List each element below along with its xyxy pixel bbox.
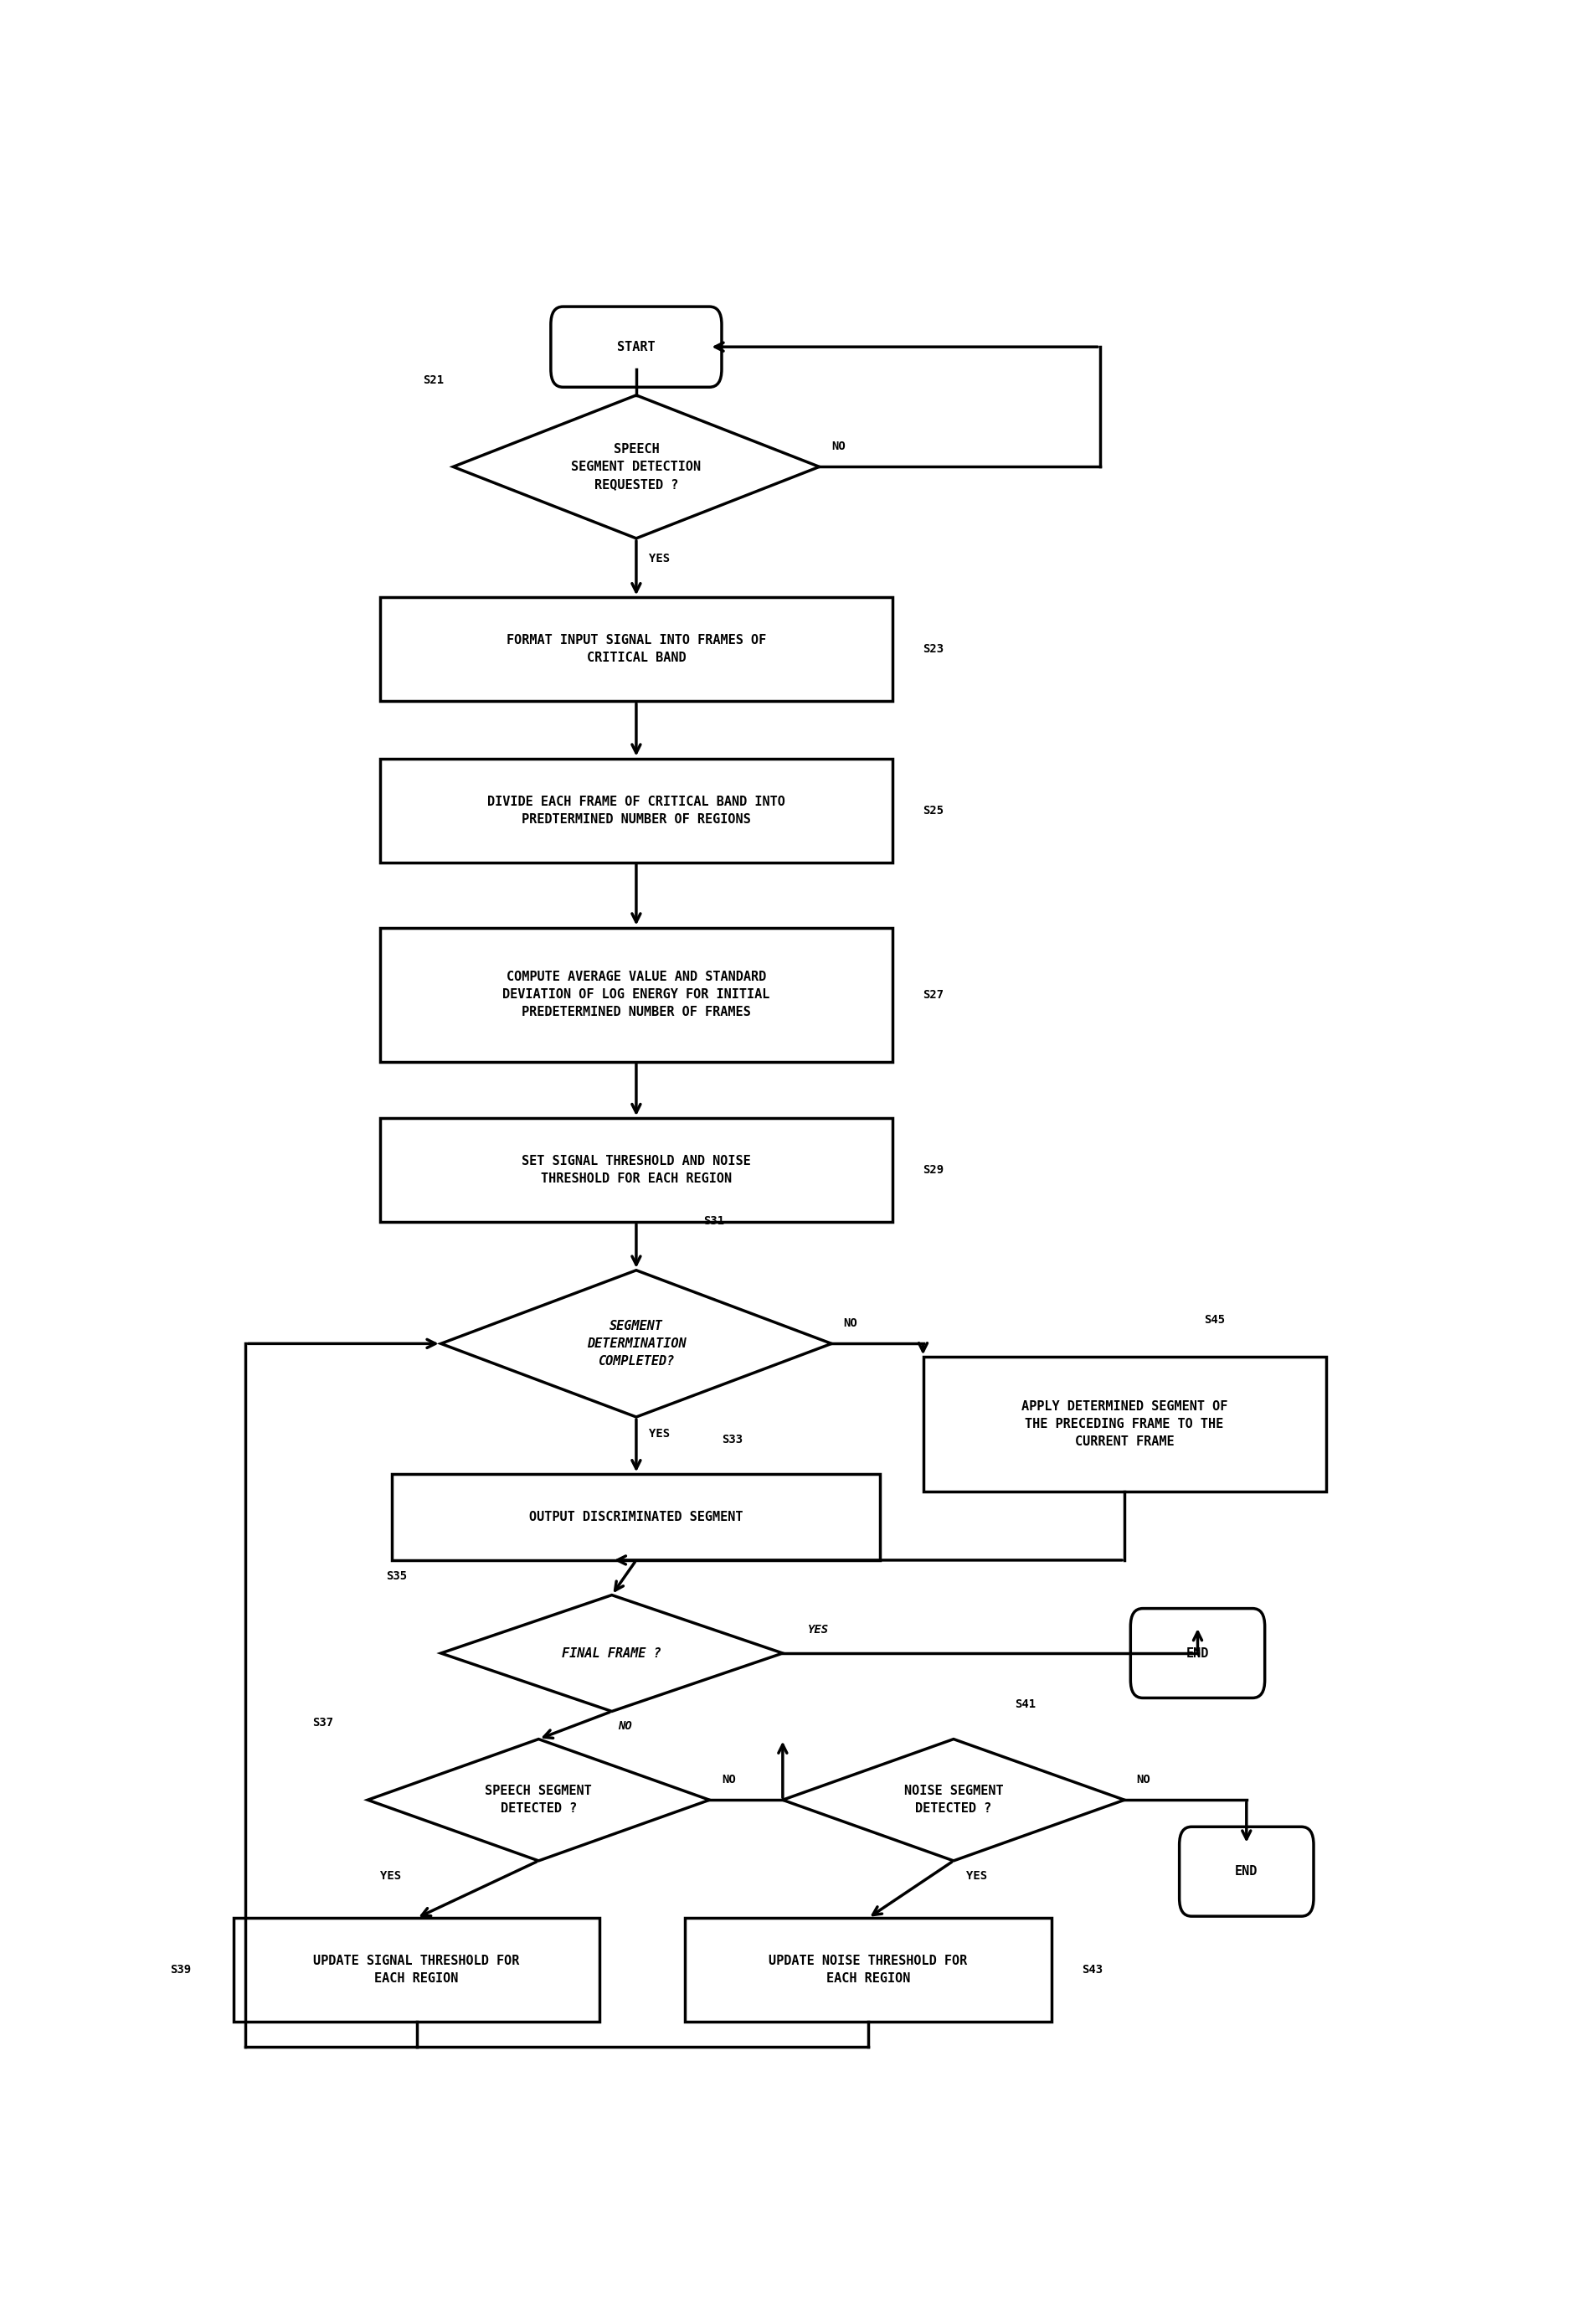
Text: UPDATE SIGNAL THRESHOLD FOR
EACH REGION: UPDATE SIGNAL THRESHOLD FOR EACH REGION	[313, 1954, 519, 1985]
Text: YES: YES	[379, 1871, 401, 1882]
Text: NO: NO	[617, 1720, 631, 1731]
Text: NO: NO	[1136, 1773, 1151, 1785]
Text: SET SIGNAL THRESHOLD AND NOISE
THRESHOLD FOR EACH REGION: SET SIGNAL THRESHOLD AND NOISE THRESHOLD…	[521, 1155, 751, 1185]
Bar	[392, 1473, 880, 1559]
Text: END: END	[1185, 1648, 1209, 1659]
Text: START: START	[617, 342, 655, 353]
Text: S45: S45	[1203, 1313, 1225, 1325]
Bar	[379, 1118, 892, 1222]
FancyBboxPatch shape	[1130, 1608, 1264, 1699]
Text: FORMAT INPUT SIGNAL INTO FRAMES OF
CRITICAL BAND: FORMAT INPUT SIGNAL INTO FRAMES OF CRITI…	[507, 634, 765, 665]
Text: SEGMENT
DETERMINATION
COMPLETED?: SEGMENT DETERMINATION COMPLETED?	[586, 1320, 686, 1367]
Bar	[685, 1917, 1051, 2022]
Bar	[379, 758, 892, 862]
Text: S37: S37	[313, 1717, 334, 1729]
Text: YES: YES	[648, 553, 669, 565]
Text: S23: S23	[922, 644, 943, 655]
FancyBboxPatch shape	[1179, 1827, 1313, 1917]
Text: DIVIDE EACH FRAME OF CRITICAL BAND INTO
PREDTERMINED NUMBER OF REGIONS: DIVIDE EACH FRAME OF CRITICAL BAND INTO …	[486, 795, 785, 825]
Text: NO: NO	[831, 442, 845, 453]
Bar	[233, 1917, 600, 2022]
Bar	[379, 927, 892, 1062]
Bar	[379, 597, 892, 702]
Text: FINAL FRAME ?: FINAL FRAME ?	[562, 1648, 661, 1659]
Text: S35: S35	[386, 1571, 406, 1583]
Text: YES: YES	[806, 1624, 828, 1636]
Text: SPEECH SEGMENT
DETECTED ?: SPEECH SEGMENT DETECTED ?	[485, 1785, 592, 1815]
Text: YES: YES	[648, 1427, 669, 1439]
Text: NO: NO	[721, 1773, 735, 1785]
Text: S31: S31	[704, 1215, 724, 1227]
Text: UPDATE NOISE THRESHOLD FOR
EACH REGION: UPDATE NOISE THRESHOLD FOR EACH REGION	[768, 1954, 966, 1985]
Text: S33: S33	[721, 1434, 743, 1446]
Text: APPLY DETERMINED SEGMENT OF
THE PRECEDING FRAME TO THE
CURRENT FRAME: APPLY DETERMINED SEGMENT OF THE PRECEDIN…	[1022, 1401, 1226, 1448]
Polygon shape	[441, 1271, 831, 1418]
Text: COMPUTE AVERAGE VALUE AND STANDARD
DEVIATION OF LOG ENERGY FOR INITIAL
PREDETERM: COMPUTE AVERAGE VALUE AND STANDARD DEVIA…	[502, 971, 770, 1018]
Text: S41: S41	[1014, 1699, 1036, 1710]
Text: S39: S39	[170, 1964, 190, 1975]
Text: SPEECH
SEGMENT DETECTION
REQUESTED ?: SPEECH SEGMENT DETECTION REQUESTED ?	[571, 444, 700, 490]
Polygon shape	[367, 1738, 708, 1862]
Text: S25: S25	[922, 804, 943, 816]
Polygon shape	[453, 395, 818, 539]
FancyBboxPatch shape	[551, 307, 721, 388]
Text: END: END	[1234, 1866, 1258, 1878]
Text: NOISE SEGMENT
DETECTED ?: NOISE SEGMENT DETECTED ?	[903, 1785, 1003, 1815]
Polygon shape	[441, 1594, 782, 1710]
Text: S29: S29	[922, 1164, 943, 1176]
Text: S21: S21	[422, 374, 444, 386]
Polygon shape	[782, 1738, 1124, 1862]
Bar	[922, 1357, 1325, 1492]
Text: OUTPUT DISCRIMINATED SEGMENT: OUTPUT DISCRIMINATED SEGMENT	[529, 1511, 743, 1525]
Text: YES: YES	[965, 1871, 987, 1882]
Text: NO: NO	[844, 1318, 858, 1329]
Text: S27: S27	[922, 988, 943, 1002]
Text: S43: S43	[1081, 1964, 1102, 1975]
